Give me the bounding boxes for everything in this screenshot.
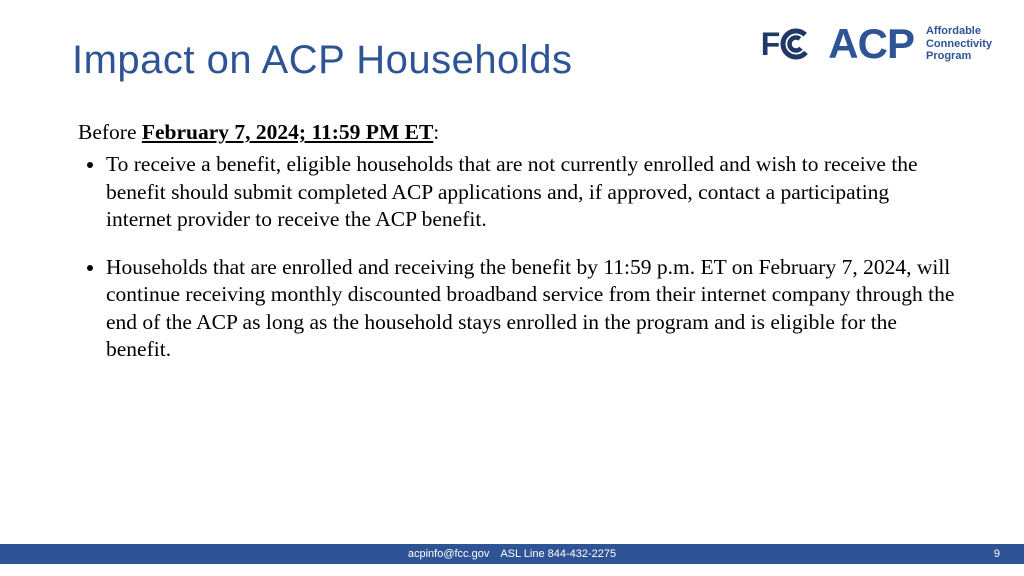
acp-logo-subtitle: Affordable Connectivity Program: [926, 25, 992, 63]
logo-block: F ACP Affordable Connectivity Program: [761, 20, 992, 68]
slide: Impact on ACP Households F ACP Affordabl…: [0, 0, 1024, 576]
fcc-logo: F: [761, 26, 815, 63]
list-item: To receive a benefit, eligible household…: [106, 151, 964, 234]
footer-bar: acpinfo@fcc.gov ASL Line 844-432-2275 9: [0, 544, 1024, 564]
page-title: Impact on ACP Households: [72, 38, 572, 83]
intro-suffix: :: [433, 120, 439, 144]
list-item: Households that are enrolled and receivi…: [106, 254, 964, 364]
fcc-logo-letter: F: [761, 26, 779, 63]
body-content: Before February 7, 2024; 11:59 PM ET: To…: [78, 120, 964, 384]
intro-line: Before February 7, 2024; 11:59 PM ET:: [78, 120, 964, 145]
footer-contact: acpinfo@fcc.gov ASL Line 844-432-2275: [408, 548, 616, 560]
intro-prefix: Before: [78, 120, 142, 144]
acp-sub-line2: Connectivity: [926, 38, 992, 51]
bullet-list: To receive a benefit, eligible household…: [106, 151, 964, 364]
fcc-logo-cc-icon: [780, 28, 814, 60]
intro-date: February 7, 2024; 11:59 PM ET: [142, 120, 433, 144]
acp-sub-line1: Affordable: [926, 25, 992, 38]
acp-logo-text: ACP: [828, 20, 914, 68]
page-number: 9: [994, 548, 1000, 560]
acp-sub-line3: Program: [926, 50, 992, 63]
